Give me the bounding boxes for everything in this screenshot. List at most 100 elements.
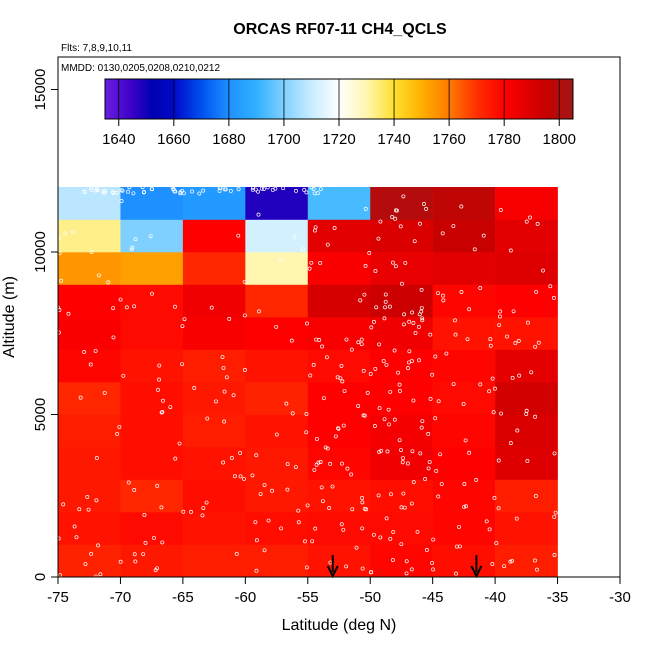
observation-point bbox=[378, 535, 383, 540]
observation-point bbox=[399, 542, 404, 547]
heatmap-cell bbox=[370, 252, 433, 285]
observation-point bbox=[261, 187, 266, 192]
heatmap-cell bbox=[495, 284, 558, 318]
observation-point bbox=[157, 363, 162, 368]
colorbar: 1640 1660 1680 1700 1720 1740 1760 1780 1800 bbox=[102, 78, 576, 148]
observation-point bbox=[323, 445, 328, 450]
heatmap-cell bbox=[307, 284, 371, 318]
heatmap-cell bbox=[370, 219, 433, 253]
observation-point bbox=[548, 284, 553, 289]
flights-note: Flts: 7,8,9,10,11 bbox=[61, 43, 132, 54]
observation-point bbox=[85, 495, 90, 499]
observation-point bbox=[204, 500, 209, 505]
observation-point bbox=[77, 507, 82, 512]
observation-point bbox=[292, 234, 297, 239]
observation-point bbox=[289, 338, 294, 343]
heatmap-cell bbox=[120, 349, 184, 383]
heatmap-cell bbox=[245, 284, 309, 318]
observation-point bbox=[178, 190, 183, 195]
observation-point bbox=[111, 306, 116, 311]
heatmap-cell bbox=[182, 414, 246, 448]
observation-point bbox=[115, 431, 120, 436]
observation-point bbox=[390, 215, 395, 219]
observation-point bbox=[57, 235, 62, 240]
observation-point bbox=[132, 487, 137, 492]
heatmap-cell bbox=[182, 349, 246, 383]
heatmap-cell bbox=[495, 187, 558, 220]
observation-point bbox=[172, 189, 177, 194]
heatmap-cell bbox=[432, 512, 496, 545]
observation-point bbox=[491, 410, 496, 415]
observation-point bbox=[374, 305, 379, 310]
heatmap-cell bbox=[370, 284, 433, 318]
observation-point bbox=[524, 219, 529, 224]
colorbar-tick-label: 1760 bbox=[432, 131, 465, 148]
observation-point bbox=[257, 309, 261, 314]
observation-point bbox=[371, 319, 376, 324]
observation-point bbox=[270, 488, 274, 493]
heatmap-cell bbox=[370, 512, 433, 545]
observation-point bbox=[459, 204, 464, 209]
observation-point bbox=[411, 398, 416, 403]
heatmap-cell bbox=[370, 187, 433, 220]
observation-point bbox=[383, 299, 388, 304]
observation-point bbox=[223, 187, 228, 192]
observation-point bbox=[487, 389, 492, 394]
heatmap-cell bbox=[182, 252, 246, 285]
observation-point bbox=[379, 448, 384, 453]
heatmap-cell bbox=[432, 317, 496, 350]
heatmap-cell bbox=[432, 252, 496, 285]
observation-point bbox=[259, 186, 264, 191]
heatmap-cell bbox=[495, 447, 558, 480]
observation-point bbox=[453, 318, 457, 323]
observation-point bbox=[315, 191, 320, 196]
observation-point bbox=[431, 537, 436, 542]
heatmap-cell bbox=[432, 414, 496, 448]
observation-point bbox=[410, 310, 415, 315]
x-tick-label: -35 bbox=[547, 589, 569, 606]
observation-point bbox=[377, 406, 382, 411]
heatmap-cell bbox=[432, 284, 496, 318]
observation-point bbox=[321, 396, 326, 401]
observation-point bbox=[182, 317, 187, 322]
observation-point bbox=[439, 481, 444, 486]
observation-point bbox=[160, 540, 165, 545]
observation-point bbox=[426, 431, 431, 436]
observation-point bbox=[391, 260, 395, 265]
observation-point bbox=[488, 343, 493, 348]
observation-point bbox=[398, 389, 402, 393]
observation-point bbox=[335, 375, 340, 380]
observation-point bbox=[387, 304, 392, 309]
observation-point bbox=[304, 430, 309, 435]
observation-point bbox=[254, 453, 259, 458]
heatmap-cell bbox=[432, 479, 496, 513]
observation-point bbox=[189, 509, 193, 514]
observation-point bbox=[59, 278, 64, 283]
observation-point bbox=[86, 507, 91, 512]
heatmap-cell bbox=[370, 414, 433, 448]
heatmap-cell bbox=[370, 317, 433, 350]
observation-point bbox=[490, 376, 495, 381]
observation-point bbox=[426, 466, 431, 471]
observation-point bbox=[458, 544, 462, 549]
observation-point bbox=[394, 208, 399, 213]
observation-point bbox=[102, 390, 107, 395]
observation-point bbox=[94, 498, 99, 503]
heatmap-cell bbox=[370, 479, 433, 513]
observation-point bbox=[358, 298, 363, 303]
observation-point bbox=[441, 293, 445, 298]
heatmap-cell bbox=[495, 219, 558, 253]
observation-point bbox=[285, 462, 290, 467]
observation-point bbox=[121, 373, 126, 378]
heatmap-cell bbox=[120, 187, 184, 220]
observation-point bbox=[440, 231, 445, 236]
observation-point bbox=[224, 375, 229, 380]
y-axis: 0 5000 10000 15000 bbox=[32, 69, 58, 581]
observation-point bbox=[242, 279, 247, 284]
observation-point bbox=[197, 191, 202, 196]
observation-point bbox=[371, 532, 376, 537]
observation-point bbox=[534, 289, 539, 294]
arrow-markers bbox=[326, 555, 483, 579]
observation-point bbox=[119, 188, 124, 193]
heatmap-cell bbox=[182, 219, 246, 253]
